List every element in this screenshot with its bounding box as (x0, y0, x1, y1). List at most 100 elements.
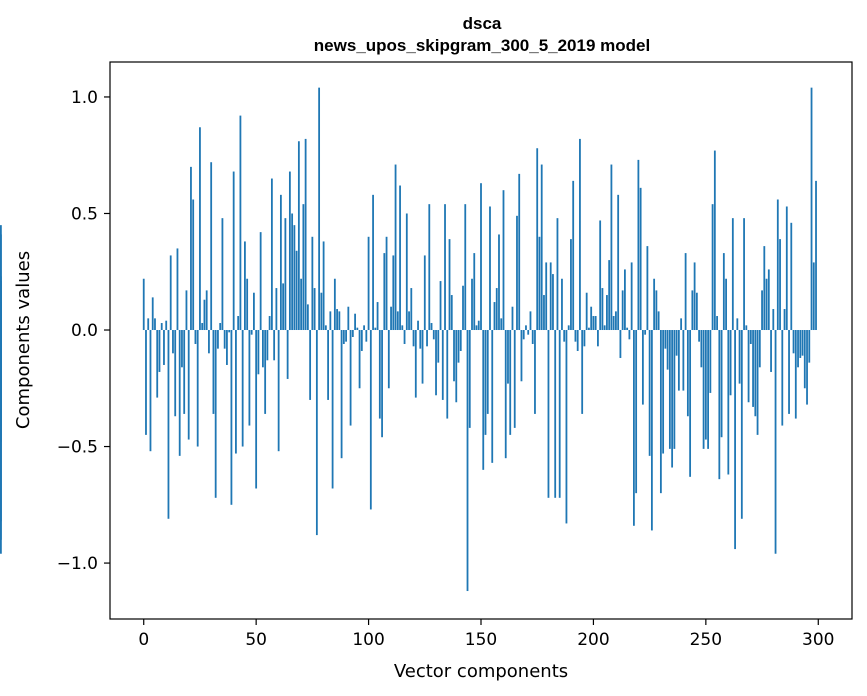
bar (417, 320, 419, 331)
bar (196, 330, 199, 447)
bar (534, 330, 536, 414)
bar (342, 330, 345, 344)
bar (385, 236, 388, 331)
bar (801, 330, 804, 356)
bar (399, 185, 401, 331)
bar (219, 323, 222, 331)
bar (653, 278, 656, 331)
bar (163, 330, 165, 365)
bar (675, 330, 678, 356)
bar (522, 330, 525, 340)
bar (574, 330, 577, 342)
bar (536, 148, 539, 331)
bar (210, 162, 213, 331)
y-axis-ticks: 1.0 0.5 0.0 −0.5 −1.0 (57, 88, 110, 574)
bar (369, 330, 372, 510)
bar (185, 290, 188, 331)
bar (695, 292, 698, 331)
bar (549, 262, 552, 331)
bar (648, 330, 651, 456)
bar (682, 330, 685, 391)
bar (529, 311, 532, 331)
bar (788, 330, 790, 414)
bar (203, 299, 206, 331)
bar (401, 325, 404, 331)
bar (450, 295, 453, 331)
bar (716, 316, 718, 331)
bar (554, 330, 557, 498)
bar (570, 239, 572, 331)
bar (201, 323, 204, 331)
bar (763, 246, 766, 331)
bar (662, 330, 665, 454)
bar (255, 330, 258, 489)
bar (145, 330, 147, 435)
bar (698, 330, 700, 342)
bar (430, 323, 433, 331)
bar (734, 330, 736, 550)
bar (547, 330, 550, 498)
bar (594, 316, 597, 331)
bar (610, 164, 613, 331)
bar (358, 330, 361, 389)
bar (275, 288, 278, 331)
bar (507, 330, 509, 384)
bar (264, 330, 267, 414)
bar (403, 330, 406, 344)
bar (327, 330, 329, 400)
bar (498, 234, 500, 331)
bar (758, 330, 761, 368)
bar (367, 236, 370, 331)
bar (381, 330, 383, 438)
bar (527, 330, 530, 335)
bar (235, 330, 237, 454)
bar (338, 311, 341, 331)
bar (333, 278, 336, 331)
bar (597, 330, 599, 347)
bar (468, 330, 471, 428)
bar (437, 330, 440, 363)
bar (531, 330, 534, 344)
bar (390, 306, 392, 331)
bar (412, 330, 415, 347)
bar (772, 309, 775, 331)
bar (525, 325, 527, 331)
bar (576, 330, 579, 351)
bar (666, 330, 669, 370)
bar (248, 330, 251, 426)
bar (345, 330, 347, 342)
bar (691, 290, 694, 331)
bar (432, 330, 435, 340)
bar (727, 330, 730, 475)
bar (464, 204, 467, 331)
bar (347, 306, 350, 331)
bar (592, 316, 595, 331)
bar (322, 241, 325, 331)
bar (538, 236, 541, 331)
bar (435, 330, 437, 396)
bar (365, 330, 368, 342)
bar (552, 274, 554, 331)
bar (284, 218, 287, 331)
bar (707, 330, 709, 449)
bar (563, 330, 566, 342)
bar (756, 330, 759, 435)
bar (181, 330, 183, 368)
bar (444, 204, 446, 331)
bar (693, 262, 696, 331)
bars-group (0, 87, 817, 592)
bar (190, 166, 192, 331)
bar (250, 330, 253, 335)
bar (374, 327, 377, 331)
bar (149, 330, 152, 452)
bar (0, 330, 2, 410)
bar (158, 330, 161, 372)
bar (259, 232, 262, 331)
bar (477, 320, 480, 331)
bar (686, 330, 689, 417)
bar (205, 290, 208, 331)
bar (806, 330, 808, 405)
bar (302, 204, 305, 331)
bar (237, 316, 240, 331)
bar (509, 330, 512, 435)
